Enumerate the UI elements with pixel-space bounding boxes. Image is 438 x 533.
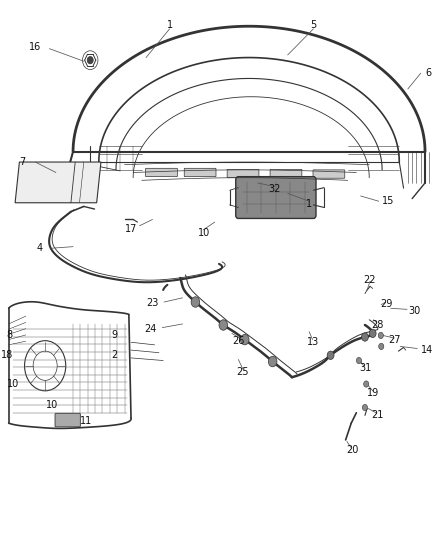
Circle shape	[191, 297, 200, 307]
Text: 7: 7	[20, 157, 26, 167]
Circle shape	[379, 343, 384, 350]
Circle shape	[369, 329, 376, 337]
Text: 6: 6	[425, 68, 431, 78]
Circle shape	[87, 56, 93, 64]
FancyBboxPatch shape	[27, 175, 59, 187]
FancyBboxPatch shape	[270, 169, 302, 177]
Text: 10: 10	[46, 400, 58, 410]
Text: 1: 1	[306, 199, 312, 209]
FancyBboxPatch shape	[236, 176, 316, 219]
FancyBboxPatch shape	[313, 170, 345, 178]
Circle shape	[362, 405, 367, 410]
Circle shape	[357, 358, 361, 364]
Text: 14: 14	[421, 345, 433, 355]
Circle shape	[268, 357, 277, 367]
Text: 10: 10	[7, 379, 19, 389]
FancyBboxPatch shape	[184, 168, 216, 176]
Text: 5: 5	[310, 20, 317, 30]
Text: 10: 10	[198, 228, 210, 238]
Text: 24: 24	[145, 324, 157, 334]
Text: 13: 13	[307, 337, 320, 347]
Text: 15: 15	[382, 196, 395, 206]
Text: 2: 2	[112, 350, 118, 360]
FancyBboxPatch shape	[145, 168, 177, 176]
Text: 29: 29	[380, 299, 392, 309]
Text: 25: 25	[237, 367, 249, 377]
Text: 1: 1	[166, 20, 173, 30]
FancyBboxPatch shape	[27, 163, 59, 175]
Text: 26: 26	[232, 336, 244, 346]
FancyBboxPatch shape	[55, 413, 80, 427]
FancyBboxPatch shape	[227, 169, 259, 177]
Circle shape	[327, 351, 334, 359]
Text: 16: 16	[28, 42, 41, 52]
Text: 19: 19	[367, 388, 380, 398]
Text: 17: 17	[125, 224, 138, 234]
Text: 27: 27	[389, 335, 401, 345]
Text: 32: 32	[268, 184, 281, 194]
Circle shape	[364, 381, 369, 387]
Text: 8: 8	[7, 330, 13, 341]
Text: 28: 28	[371, 320, 384, 330]
Circle shape	[378, 332, 383, 338]
Text: 31: 31	[359, 364, 371, 373]
Text: 21: 21	[371, 410, 384, 421]
Text: 9: 9	[112, 330, 118, 341]
Text: 18: 18	[1, 350, 13, 360]
Text: 30: 30	[408, 306, 420, 316]
Text: 11: 11	[79, 416, 92, 425]
Text: 23: 23	[147, 298, 159, 308]
Circle shape	[219, 320, 228, 330]
FancyBboxPatch shape	[27, 186, 59, 199]
Text: 20: 20	[346, 446, 358, 455]
Polygon shape	[15, 162, 101, 203]
Text: 4: 4	[37, 243, 43, 253]
Text: 22: 22	[363, 274, 375, 285]
Circle shape	[240, 334, 249, 345]
Circle shape	[361, 333, 368, 341]
